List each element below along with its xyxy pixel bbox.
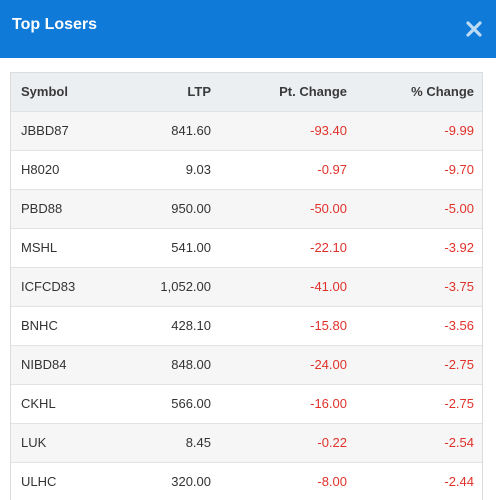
table-row[interactable]: H8020 9.03 -0.97 -9.70 xyxy=(11,150,482,189)
table-row[interactable]: ICFCD83 1,052.00 -41.00 -3.75 xyxy=(11,267,482,306)
cell-ltp: 1,052.00 xyxy=(160,279,211,294)
cell-pct-change: -2.75 xyxy=(444,357,474,372)
table-row[interactable]: MSHL 541.00 -22.10 -3.92 xyxy=(11,228,482,267)
cell-ltp: 8.45 xyxy=(185,435,211,450)
column-header-ltp[interactable]: LTP xyxy=(187,84,211,100)
cell-symbol: H8020 xyxy=(21,162,60,177)
table-row[interactable]: ULHC 320.00 -8.00 -2.44 xyxy=(11,462,482,500)
cell-pt-change: -16.00 xyxy=(310,396,347,411)
cell-pt-change: -50.00 xyxy=(310,201,347,216)
cell-pct-change: -9.70 xyxy=(444,162,474,177)
cell-pct-change: -5.00 xyxy=(444,201,474,216)
cell-pt-change: -22.10 xyxy=(310,240,347,255)
cell-pct-change: -2.54 xyxy=(444,435,474,450)
table-header-row: Symbol LTP Pt. Change % Change xyxy=(11,73,482,111)
cell-pt-change: -15.80 xyxy=(310,318,347,333)
cell-ltp: 848.00 xyxy=(171,357,211,372)
column-header-pct-change[interactable]: % Change xyxy=(411,84,474,100)
cell-pct-change: -3.56 xyxy=(444,318,474,333)
table-row[interactable]: JBBD87 841.60 -93.40 -9.99 xyxy=(11,111,482,150)
cell-ltp: 320.00 xyxy=(171,474,211,490)
close-button[interactable] xyxy=(464,19,484,39)
cell-pct-change: -3.92 xyxy=(444,240,474,255)
cell-pt-change: -41.00 xyxy=(310,279,347,294)
cell-symbol: PBD88 xyxy=(21,201,63,216)
table-row[interactable]: LUK 8.45 -0.22 -2.54 xyxy=(11,423,482,462)
close-icon xyxy=(466,21,482,37)
modal-header: Top Losers xyxy=(0,0,496,58)
column-header-symbol[interactable]: Symbol xyxy=(21,84,68,100)
cell-ltp: 566.00 xyxy=(171,396,211,411)
table-row[interactable]: PBD88 950.00 -50.00 -5.00 xyxy=(11,189,482,228)
table-row[interactable]: BNHC 428.10 -15.80 -3.56 xyxy=(11,306,482,345)
cell-symbol: NIBD84 xyxy=(21,357,67,372)
cell-pt-change: -0.97 xyxy=(317,162,347,177)
cell-pt-change: -8.00 xyxy=(317,474,347,490)
cell-symbol: JBBD87 xyxy=(21,123,69,138)
cell-ltp: 9.03 xyxy=(185,162,211,177)
table-row[interactable]: CKHL 566.00 -16.00 -2.75 xyxy=(11,384,482,423)
cell-symbol: ULHC xyxy=(21,474,57,490)
cell-ltp: 541.00 xyxy=(171,240,211,255)
cell-ltp: 950.00 xyxy=(171,201,211,216)
cell-ltp: 841.60 xyxy=(171,123,211,138)
cell-pct-change: -2.75 xyxy=(444,396,474,411)
cell-pt-change: -24.00 xyxy=(310,357,347,372)
cell-pt-change: -0.22 xyxy=(317,435,347,450)
modal-title: Top Losers xyxy=(12,16,98,33)
table-row[interactable]: NIBD84 848.00 -24.00 -2.75 xyxy=(11,345,482,384)
cell-pt-change: -93.40 xyxy=(310,123,347,138)
losers-table: Symbol LTP Pt. Change % Change JBBD87 841… xyxy=(11,73,482,500)
table-body: JBBD87 841.60 -93.40 -9.99 H8020 9.03 -0.97 -9.… xyxy=(11,111,482,500)
losers-table-container: Symbol LTP Pt. Change % Change JBBD87 841… xyxy=(10,72,483,500)
cell-symbol: LUK xyxy=(21,435,47,450)
cell-pct-change: -3.75 xyxy=(444,279,474,294)
cell-symbol: CKHL xyxy=(21,396,56,411)
cell-symbol: BNHC xyxy=(21,318,58,333)
cell-symbol: MSHL xyxy=(21,240,58,255)
cell-pct-change: -9.99 xyxy=(444,123,474,138)
column-header-pt-change[interactable]: Pt. Change xyxy=(279,84,347,100)
cell-pct-change: -2.44 xyxy=(444,474,474,490)
cell-symbol: ICFCD83 xyxy=(21,279,76,294)
cell-ltp: 428.10 xyxy=(171,318,211,333)
